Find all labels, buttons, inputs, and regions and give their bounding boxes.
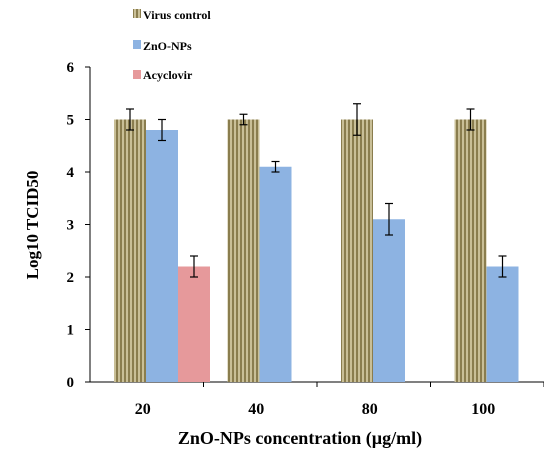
bar-zno-nps-80: [373, 219, 405, 382]
plot-area: 0 1 2 3 4 5 6 20 40 80 100: [67, 60, 544, 418]
legend-label: ZnO-NPs: [143, 39, 192, 53]
bar-virus-control-80: [341, 119, 373, 382]
bar-virus-control-100: [454, 119, 487, 382]
bar-zno-nps-100: [486, 266, 519, 382]
bar-virus-control-40: [227, 119, 260, 382]
y-tick-label: 4: [67, 165, 75, 181]
legend: Virus control ZnO-NPs Acyclovir: [133, 8, 211, 82]
y-tick-label: 3: [67, 218, 75, 234]
y-tick-label: 6: [67, 60, 75, 76]
legend-swatch: [133, 9, 141, 18]
legend-swatch: [133, 40, 141, 49]
y-tick-label: 0: [67, 375, 75, 391]
y-tick-label: 2: [67, 270, 75, 286]
x-tick-label: 20: [135, 401, 151, 418]
y-tick-label: 1: [67, 323, 75, 339]
bar-zno-nps-40: [259, 166, 292, 382]
legend-swatch: [133, 70, 141, 79]
x-tick-label: 100: [471, 401, 495, 418]
y-tick-label: 5: [67, 113, 75, 129]
x-axis-title: ZnO-NPs concentration (µg/ml): [178, 428, 422, 449]
legend-label: Virus control: [143, 8, 211, 22]
bar-zno-nps-20: [146, 130, 178, 382]
bar-acyclovir-20: [178, 266, 210, 382]
y-axis-title: Log10 TCID50: [23, 171, 42, 280]
bar-virus-control-20: [114, 119, 146, 382]
legend-label: Acyclovir: [143, 68, 193, 82]
x-tick-label: 40: [248, 401, 264, 418]
x-tick-label: 80: [362, 401, 378, 418]
